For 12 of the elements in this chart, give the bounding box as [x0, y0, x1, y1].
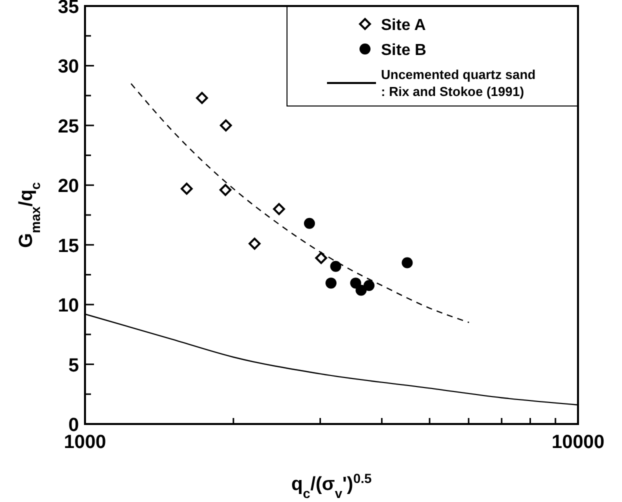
legend-label: Site B [381, 42, 426, 59]
legend-label: Uncemented quartz sand : Rix and Stokoe (1991) [381, 67, 536, 99]
y-tick-label: 35 [58, 0, 80, 18]
y-tick-label: 20 [58, 176, 79, 198]
y-tick-label: 10 [58, 296, 79, 317]
x-axis-title: q$_{c}$/(σ$_{v}$')$^{0.5}$ [291, 470, 372, 500]
y-tick-label: 25 [58, 116, 80, 138]
y-tick-label: 5 [68, 355, 80, 376]
x-tick-label: 10000 [552, 432, 604, 453]
y-tick-label: 30 [58, 56, 79, 78]
legend-label: Site A [381, 17, 426, 34]
y-tick-label: 15 [58, 236, 80, 257]
